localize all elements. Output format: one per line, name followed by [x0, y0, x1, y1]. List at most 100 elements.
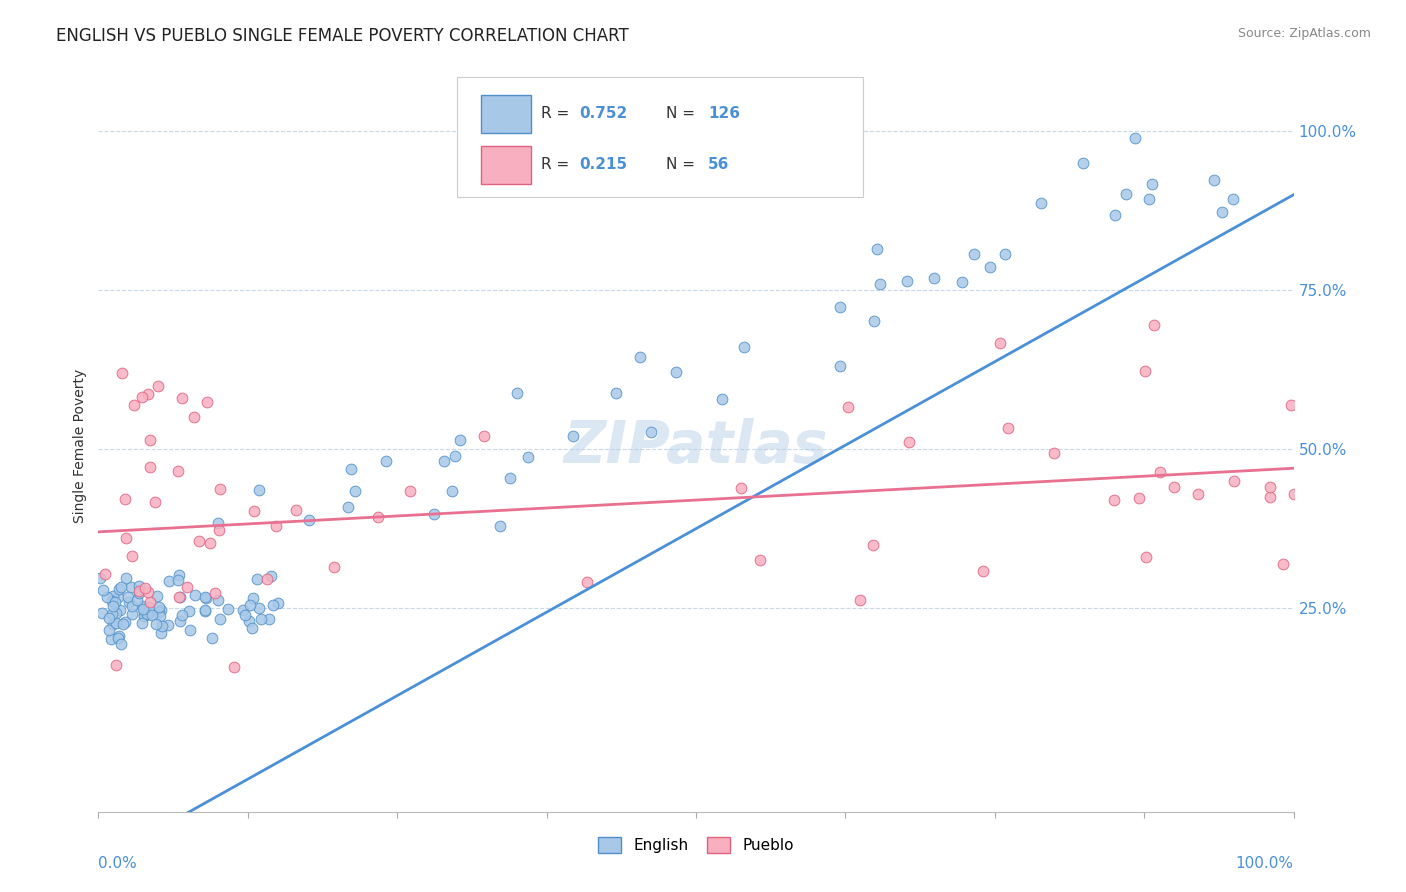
Text: 0.215: 0.215 — [579, 157, 627, 172]
Point — [179, 623, 201, 637]
Point — [96, 591, 118, 605]
Point — [98, 610, 121, 624]
Point — [336, 500, 359, 514]
Point — [101, 594, 124, 608]
Point — [1258, 491, 1281, 505]
Point — [97, 623, 120, 637]
Point — [114, 492, 136, 507]
Point — [343, 483, 366, 498]
Point — [562, 428, 585, 442]
Point — [91, 606, 114, 620]
Point — [145, 494, 167, 508]
Text: ZIPatlas: ZIPatlas — [564, 417, 828, 475]
Point — [1223, 474, 1246, 488]
Point — [238, 615, 260, 629]
Point — [233, 608, 256, 623]
Point — [167, 568, 190, 582]
Point — [134, 581, 156, 595]
Point — [131, 601, 153, 615]
Point — [208, 612, 231, 626]
Text: 100.0%: 100.0% — [1236, 855, 1294, 871]
Point — [128, 586, 150, 600]
Point — [209, 483, 232, 497]
Point — [628, 350, 651, 364]
Point — [170, 607, 193, 622]
Point — [830, 359, 852, 374]
Point — [837, 400, 859, 414]
Point — [1137, 192, 1160, 206]
Point — [103, 589, 125, 603]
Point — [1128, 491, 1150, 505]
Point — [128, 584, 150, 599]
Point — [101, 617, 124, 632]
Point — [1123, 130, 1146, 145]
Text: 0.752: 0.752 — [579, 105, 627, 120]
Point — [749, 553, 772, 567]
Point — [979, 260, 1001, 274]
Point — [242, 504, 264, 518]
Point — [423, 507, 446, 521]
Point — [195, 395, 218, 409]
Point — [167, 574, 190, 588]
Point — [262, 598, 284, 612]
Text: N =: N = — [666, 105, 700, 120]
Point — [132, 603, 155, 617]
Point — [94, 567, 117, 582]
Point — [285, 502, 308, 516]
Point — [138, 387, 160, 401]
Point — [149, 626, 172, 640]
Point — [131, 390, 153, 404]
Text: ENGLISH VS PUEBLO SINGLE FEMALE POVERTY CORRELATION CHART: ENGLISH VS PUEBLO SINGLE FEMALE POVERTY … — [56, 27, 628, 45]
Point — [862, 539, 884, 553]
Point — [488, 518, 510, 533]
Point — [224, 660, 246, 674]
Point — [576, 574, 599, 589]
Point — [183, 588, 205, 602]
Point — [108, 603, 131, 617]
Point — [869, 277, 891, 291]
Point — [131, 599, 153, 613]
Point — [117, 594, 139, 608]
Point — [498, 471, 520, 485]
Point — [157, 574, 180, 588]
Point — [247, 483, 270, 497]
Point — [1140, 177, 1163, 191]
Point — [125, 592, 148, 607]
Point — [120, 580, 142, 594]
Point — [200, 536, 222, 550]
Point — [259, 612, 281, 626]
Point — [107, 632, 129, 646]
Point — [1115, 186, 1137, 201]
Point — [201, 631, 224, 645]
Point — [1279, 398, 1302, 412]
Text: 56: 56 — [709, 157, 730, 172]
Point — [204, 585, 226, 599]
Point — [665, 365, 688, 379]
Point — [121, 599, 143, 613]
Point — [138, 599, 160, 614]
Point — [150, 603, 173, 617]
Point — [450, 434, 472, 448]
Point — [148, 378, 170, 392]
Point — [711, 392, 734, 407]
Point — [1282, 486, 1305, 500]
FancyBboxPatch shape — [457, 77, 863, 197]
Text: N =: N = — [666, 157, 700, 172]
Point — [148, 605, 170, 619]
Point — [194, 591, 217, 605]
Point — [100, 632, 122, 646]
Point — [131, 616, 153, 631]
Point — [1211, 205, 1233, 219]
Point — [115, 531, 138, 545]
Point — [207, 516, 229, 531]
Point — [208, 523, 231, 537]
Point — [148, 600, 170, 615]
Point — [176, 580, 198, 594]
Point — [104, 615, 127, 630]
Point — [866, 243, 889, 257]
FancyBboxPatch shape — [481, 146, 531, 184]
Point — [1071, 156, 1094, 170]
Point — [433, 453, 456, 467]
Point — [101, 607, 124, 622]
Legend: English, Pueblo: English, Pueblo — [592, 830, 800, 859]
